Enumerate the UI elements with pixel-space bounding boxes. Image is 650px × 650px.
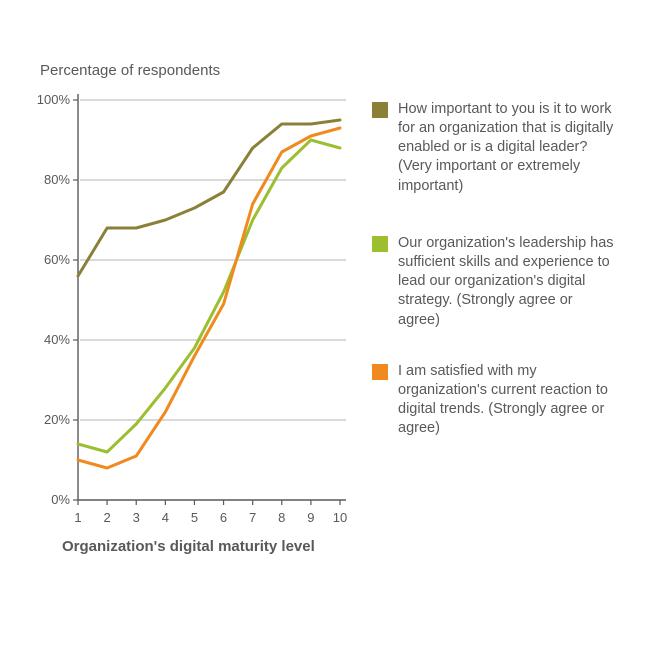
x-tick-label: 2 [97,510,117,525]
x-tick-label: 10 [330,510,350,525]
x-axis-title: Organization's digital maturity level [62,538,315,555]
y-tick-label: 0% [26,492,70,507]
line-chart [68,90,350,510]
legend-item: How important to you is it to work for a… [372,100,616,196]
chart-title: Percentage of respondents [40,62,220,79]
legend-text: I am satisfied with my organization's cu… [398,362,616,439]
chart-container: Percentage of respondents 0% 20% 40% 60% 80%… [0,0,650,650]
x-tick-label: 3 [126,510,146,525]
legend-text: Our organization's leadership has suffic… [398,234,616,330]
legend-swatch [372,236,388,252]
y-tick-label: 80% [26,172,70,187]
legend-item: I am satisfied with my organization's cu… [372,362,616,439]
y-tick-label: 60% [26,252,70,267]
x-tick-label: 1 [68,510,88,525]
x-tick-label: 7 [243,510,263,525]
x-tick-label: 6 [214,510,234,525]
legend-item: Our organization's leadership has suffic… [372,234,616,330]
legend-swatch [372,102,388,118]
x-tick-label: 8 [272,510,292,525]
x-tick-label: 9 [301,510,321,525]
legend-text: How important to you is it to work for a… [398,100,616,196]
y-tick-label: 40% [26,332,70,347]
y-tick-label: 100% [26,92,70,107]
x-tick-label: 5 [184,510,204,525]
legend-swatch [372,364,388,380]
x-tick-label: 4 [155,510,175,525]
y-tick-label: 20% [26,412,70,427]
